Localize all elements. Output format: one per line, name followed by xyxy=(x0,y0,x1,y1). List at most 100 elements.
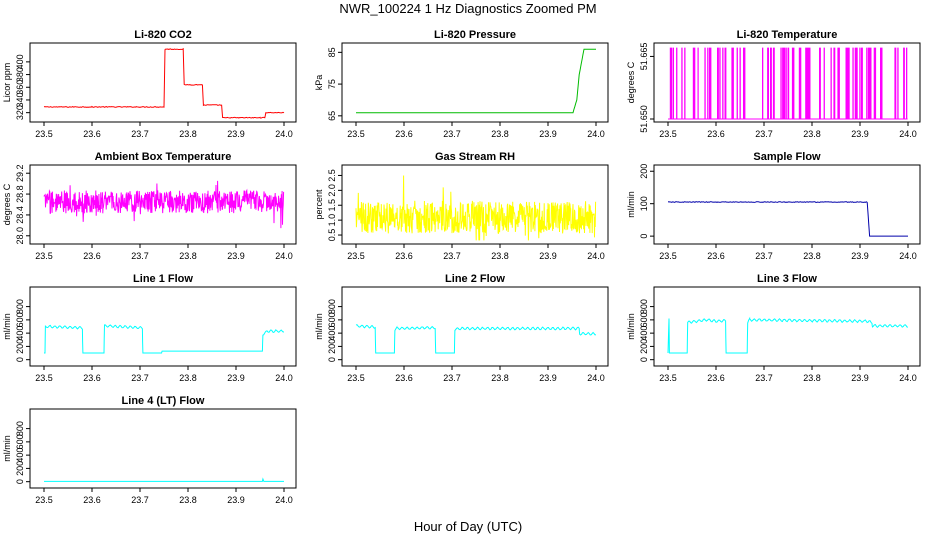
x-tick-label: 23.9 xyxy=(227,129,245,139)
y-tick-label: 100 xyxy=(639,196,649,211)
y-tick-label: 200 xyxy=(639,164,649,179)
y-tick-label: 200 xyxy=(15,461,25,476)
plot-frame xyxy=(29,408,297,489)
y-axis-label: ml/min xyxy=(314,313,324,340)
y-tick-label: 800 xyxy=(327,299,337,314)
x-tick-label: 24.0 xyxy=(899,251,917,261)
y-tick-label: 2.0 xyxy=(327,184,337,197)
x-tick-label: 24.0 xyxy=(587,251,605,261)
x-tick-label: 23.5 xyxy=(35,495,53,505)
y-tick-label: 65 xyxy=(327,111,337,121)
y-tick-label: 600 xyxy=(15,312,25,327)
y-axis-label: ml/min xyxy=(2,313,12,340)
x-tick-label: 23.9 xyxy=(539,373,557,383)
x-tick-label: 23.7 xyxy=(131,251,149,261)
y-axis-label: degrees C xyxy=(626,61,636,103)
x-tick-label: 23.7 xyxy=(131,129,149,139)
y-axis-label: degrees C xyxy=(2,183,12,225)
y-tick-label: 800 xyxy=(15,421,25,436)
panel-3: Li-820 Temperature degrees C 23.5 23.6 23.7 2… xyxy=(626,29,921,139)
y-tick-label: 0.5 xyxy=(327,229,337,242)
plot-frame xyxy=(653,164,921,245)
y-tick-label: 1.5 xyxy=(327,199,337,212)
x-tick-label: 24.0 xyxy=(275,129,293,139)
y-axis-label: percent xyxy=(314,189,324,220)
panel-9: Line 3 Flow ml/min 23.5 23.6 23.7 23.8 23.9 24.… xyxy=(626,273,921,383)
panel-title: Line 4 (LT) Flow xyxy=(122,395,205,407)
panel-title: Sample Flow xyxy=(753,151,821,163)
panel-title: Line 3 Flow xyxy=(757,273,817,285)
y-tick-label: 800 xyxy=(639,299,649,314)
panel-10: Line 4 (LT) Flow ml/min 23.5 23.6 23.7 23.8 23… xyxy=(2,395,297,505)
y-tick-label: 1.0 xyxy=(327,214,337,227)
y-tick-label: 51.650 xyxy=(639,105,649,133)
y-tick-label: 600 xyxy=(639,312,649,327)
x-tick-label: 23.6 xyxy=(83,129,101,139)
y-tick-label: 85 xyxy=(327,47,337,57)
plot-frame xyxy=(653,42,921,123)
y-tick-label: 200 xyxy=(327,339,337,354)
x-tick-label: 23.7 xyxy=(131,373,149,383)
x-tick-label: 23.5 xyxy=(35,373,53,383)
x-tick-label: 24.0 xyxy=(587,129,605,139)
series-line xyxy=(667,316,909,354)
x-tick-label: 23.9 xyxy=(851,251,869,261)
y-tick-label: 29.2 xyxy=(15,164,25,182)
series-line xyxy=(355,175,597,241)
x-tick-label: 23.6 xyxy=(707,129,725,139)
y-tick-label: 0 xyxy=(639,357,649,362)
plot-frame xyxy=(341,164,609,245)
y-tick-label: 51.665 xyxy=(639,43,649,71)
plot-frame xyxy=(341,286,609,367)
plot-frame xyxy=(341,42,609,123)
y-tick-label: 2.5 xyxy=(327,169,337,182)
x-tick-label: 23.9 xyxy=(851,373,869,383)
x-axis-label: Hour of Day (UTC) xyxy=(414,519,522,534)
x-tick-label: 23.9 xyxy=(227,373,245,383)
panel-title: Line 1 Flow xyxy=(133,273,193,285)
x-tick-label: 23.5 xyxy=(347,251,365,261)
y-tick-label: 28.8 xyxy=(15,185,25,203)
x-tick-label: 24.0 xyxy=(899,129,917,139)
x-tick-label: 24.0 xyxy=(275,373,293,383)
y-tick-label: 28.4 xyxy=(15,206,25,224)
x-tick-label: 23.8 xyxy=(803,373,821,383)
y-tick-label: 380 xyxy=(15,67,25,82)
panel-1: Li-820 CO2 Licor ppm 23.5 23.6 23.7 23.8 23.9 2… xyxy=(2,29,297,139)
series-line xyxy=(44,477,284,482)
y-tick-label: 360 xyxy=(15,80,25,95)
x-tick-label: 23.5 xyxy=(347,129,365,139)
series-line xyxy=(667,201,908,237)
y-axis-label: kPa xyxy=(314,75,324,91)
series-line xyxy=(355,324,597,354)
y-tick-label: 200 xyxy=(639,339,649,354)
x-tick-label: 23.6 xyxy=(83,251,101,261)
plot-frame xyxy=(29,164,297,245)
panel-title: Line 2 Flow xyxy=(445,273,505,285)
y-tick-label: 340 xyxy=(15,92,25,107)
plot-frame xyxy=(29,42,297,123)
panel-4: Ambient Box Temperature degrees C 23.5 23.6… xyxy=(2,151,297,261)
panel-title: Li-820 CO2 xyxy=(134,29,191,41)
x-tick-label: 23.9 xyxy=(851,129,869,139)
x-tick-label: 23.6 xyxy=(395,251,413,261)
x-tick-label: 23.8 xyxy=(491,251,509,261)
x-tick-label: 23.8 xyxy=(803,251,821,261)
x-tick-label: 23.7 xyxy=(443,373,461,383)
y-axis-label: Licor ppm xyxy=(2,63,12,103)
figure-title: NWR_100224 1 Hz Diagnostics Zoomed PM xyxy=(339,1,596,16)
series-line xyxy=(43,47,285,119)
x-tick-label: 23.6 xyxy=(83,495,101,505)
y-axis-label: ml/min xyxy=(2,435,12,462)
series-line xyxy=(356,48,596,114)
y-tick-label: 0 xyxy=(639,234,649,239)
x-tick-label: 23.9 xyxy=(539,129,557,139)
x-tick-label: 24.0 xyxy=(275,251,293,261)
x-tick-label: 24.0 xyxy=(275,495,293,505)
x-tick-label: 23.5 xyxy=(35,129,53,139)
x-tick-label: 23.7 xyxy=(443,129,461,139)
x-tick-label: 23.7 xyxy=(755,373,773,383)
x-tick-label: 23.8 xyxy=(179,251,197,261)
x-tick-label: 23.6 xyxy=(83,373,101,383)
